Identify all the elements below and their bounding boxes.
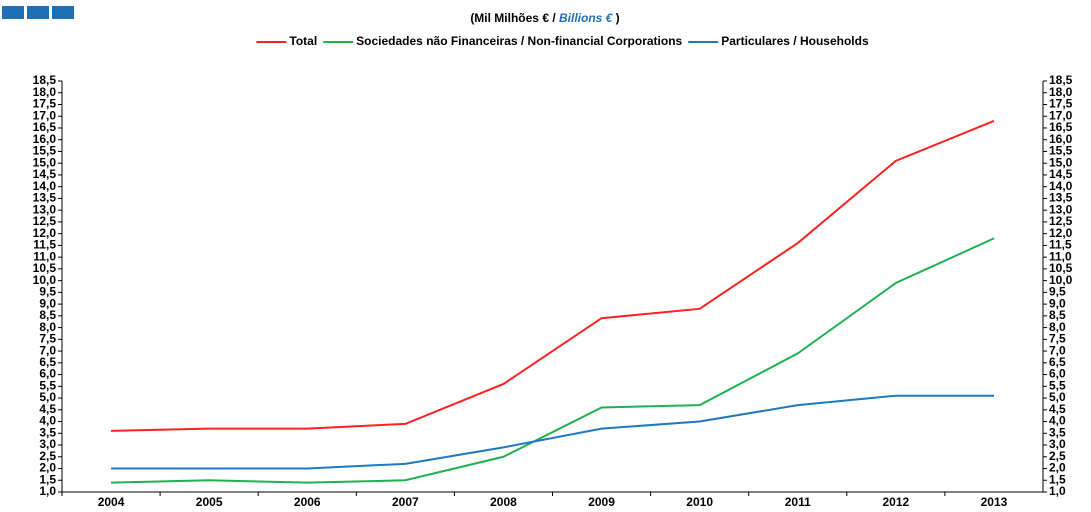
x-tick-label: 2006 [294,495,321,509]
y-tick-label-right: 5,0 [1049,390,1066,404]
y-tick-label: 8,0 [39,320,56,334]
x-tick-label: 2005 [196,495,223,509]
logo-block [27,6,49,19]
y-tick-label: 4,5 [39,402,56,416]
y-tick-label: 16,0 [33,132,57,146]
y-tick-label-right: 12,5 [1049,214,1073,228]
y-tick-label-right: 16,5 [1049,120,1073,134]
legend-label: Total [289,34,317,48]
y-tick-label-right: 13,0 [1049,202,1073,216]
y-tick-label: 7,5 [39,332,56,346]
y-tick-label: 13,5 [33,191,57,205]
x-tick-label: 2009 [588,495,615,509]
y-tick-label-right: 18,0 [1049,85,1073,99]
y-tick-label-right: 6,5 [1049,355,1066,369]
legend-label: Particulares / Households [721,34,869,48]
y-tick-label-right: 2,0 [1049,461,1066,475]
y-tick-label: 17,0 [33,108,57,122]
y-tick-label-right: 10,0 [1049,273,1073,287]
y-tick-label-right: 2,5 [1049,449,1066,463]
y-tick-label: 10,0 [33,273,57,287]
y-tick-label: 5,5 [39,378,56,392]
x-tick-label: 2008 [490,495,517,509]
y-tick-label: 9,5 [39,285,56,299]
logo-block [52,6,74,19]
y-tick-label: 3,5 [39,425,56,439]
y-tick-label-right: 11,0 [1049,249,1072,263]
y-tick-label: 9,0 [39,296,56,310]
logo-block [2,6,24,19]
x-tick-label: 2013 [981,495,1008,509]
y-tick-label-right: 18,5 [1049,73,1073,87]
series-line [111,394,994,470]
y-tick-label: 2,0 [39,461,56,475]
y-tick-label-right: 3,0 [1049,437,1066,451]
y-tick-label: 15,0 [33,155,57,169]
y-tick-label-right: 11,5 [1049,238,1072,252]
y-tick-label-right: 12,0 [1049,226,1073,240]
y-tick-label-right: 8,5 [1049,308,1066,322]
series-line [111,237,995,484]
y-tick-label: 5,0 [39,390,56,404]
y-tick-label: 4,0 [39,414,56,428]
y-tick-label-right: 1,0 [1049,484,1066,498]
y-tick-label: 14,0 [33,179,57,193]
y-tick-label-right: 9,5 [1049,285,1066,299]
y-tick-label-right: 17,5 [1049,97,1073,111]
y-tick-label-right: 15,0 [1049,155,1073,169]
y-tick-label-right: 4,5 [1049,402,1066,416]
y-tick-label: 3,0 [39,437,56,451]
subtitle-part: ) [612,11,619,25]
y-tick-label: 7,0 [39,343,56,357]
y-tick-label-right: 15,5 [1049,144,1073,158]
subtitle-part: Billions € [559,11,614,25]
y-tick-label-right: 3,5 [1049,425,1066,439]
y-tick-label: 12,5 [33,214,57,228]
y-tick-label-right: 6,0 [1049,367,1066,381]
y-tick-label-right: 7,0 [1049,343,1066,357]
y-tick-label-right: 1,5 [1049,472,1066,486]
y-tick-label-right: 4,0 [1049,414,1066,428]
y-tick-label: 18,0 [33,85,57,99]
y-tick-label: 17,5 [33,97,57,111]
y-tick-label-right: 10,5 [1049,261,1073,275]
x-tick-label: 2007 [392,495,419,509]
y-tick-label: 6,5 [39,355,56,369]
series-line [111,119,995,432]
y-tick-label: 2,5 [39,449,56,463]
y-tick-label-right: 7,5 [1049,332,1066,346]
y-tick-label-right: 5,5 [1049,378,1066,392]
y-tick-label: 15,5 [33,144,57,158]
x-tick-label: 2011 [785,495,811,509]
y-tick-label: 8,5 [39,308,56,322]
x-tick-label: 2012 [882,495,909,509]
y-tick-label: 18,5 [33,73,57,87]
y-tick-label: 11,0 [33,249,56,263]
legend-label: Sociedades não Financeiras / Non-financi… [356,34,682,48]
x-tick-label: 2004 [98,495,125,509]
y-tick-label: 13,0 [33,202,57,216]
y-tick-label-right: 14,5 [1049,167,1073,181]
y-tick-label: 1,0 [39,484,56,498]
chart-subtitle: (Mil Milhões € / Billions € ) [470,11,619,25]
y-tick-label: 14,5 [33,167,57,181]
y-tick-label-right: 17,0 [1049,108,1073,122]
y-tick-label-right: 14,0 [1049,179,1073,193]
y-tick-label-right: 13,5 [1049,191,1073,205]
y-tick-label: 10,5 [33,261,57,275]
y-tick-label: 11,5 [33,238,56,252]
y-tick-label: 1,5 [39,472,56,486]
x-tick-label: 2010 [686,495,713,509]
y-tick-label-right: 16,0 [1049,132,1073,146]
y-tick-label: 6,0 [39,367,56,381]
y-tick-label: 12,0 [33,226,57,240]
y-tick-label-right: 9,0 [1049,296,1066,310]
y-tick-label-right: 8,0 [1049,320,1066,334]
y-tick-label: 16,5 [33,120,57,134]
subtitle-part: (Mil Milhões € / [470,11,559,25]
